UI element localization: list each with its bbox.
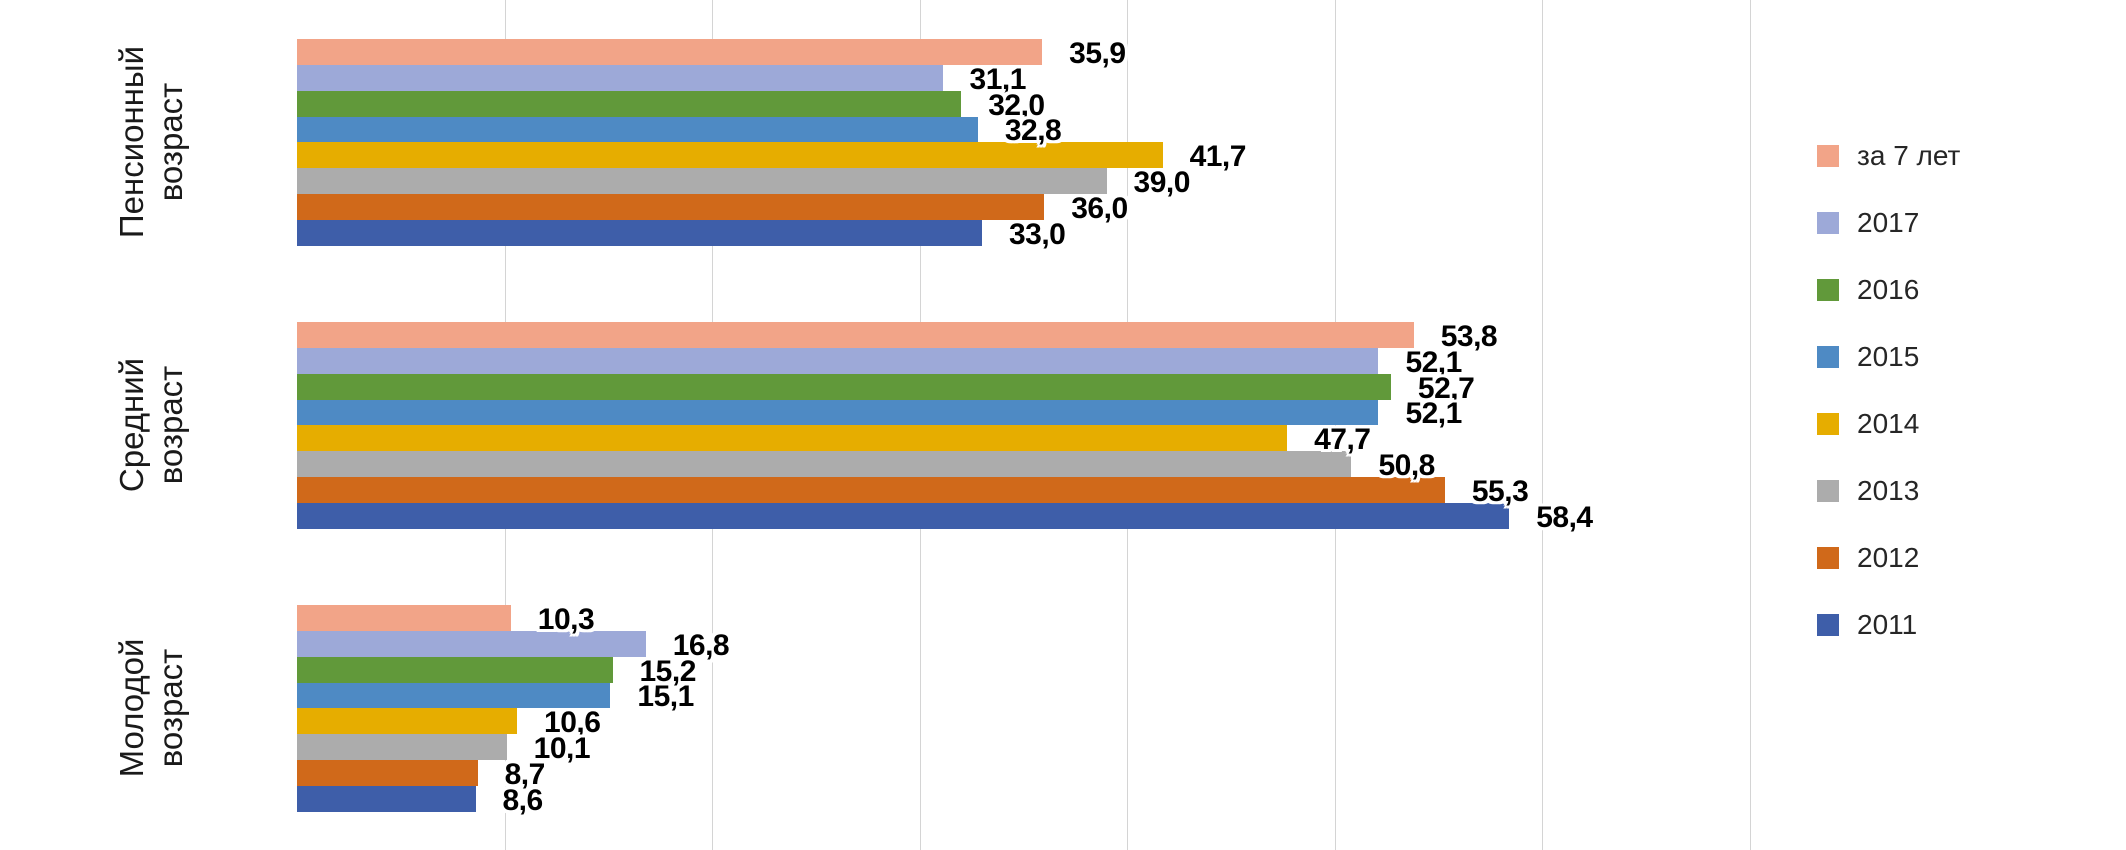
legend-swatch-icon	[1817, 212, 1839, 234]
legend-swatch-icon	[1817, 279, 1839, 301]
bar-2014-category-1	[297, 425, 1288, 452]
value-label-2016-category-0: 32,0	[988, 88, 1045, 122]
value-label-2014-category-0: 41,7	[1189, 140, 1247, 174]
value-label-2017-category-2: 16,8	[672, 628, 730, 662]
bar-за-7-лет-category-0	[297, 39, 1043, 65]
value-label-2011-category-2: 8,6	[502, 783, 544, 817]
value-label-2011-category-0: 33,0	[1008, 217, 1066, 251]
value-label-2014-category-1: 47,7	[1314, 423, 1371, 457]
bar-2016-category-2	[297, 656, 613, 683]
bar-2011-category-2	[297, 785, 476, 812]
value-label-2013-category-0: 39,0	[1133, 166, 1191, 200]
legend-label: 2013	[1857, 475, 1920, 506]
bar-2013-category-1	[297, 451, 1352, 478]
legend-swatch-icon	[1817, 413, 1839, 435]
value-label-2014-category-2: 10,6	[544, 706, 601, 740]
legend-label: за 7 лет	[1857, 140, 1961, 171]
bar-за-7-лет-category-2	[297, 605, 511, 631]
value-label-2013-category-1: 50,8	[1378, 449, 1435, 483]
bar-2014-category-0	[297, 142, 1163, 169]
legend-label: 2017	[1857, 207, 1920, 238]
bar-2012-category-2	[297, 760, 478, 786]
value-label-2013-category-2: 10,1	[533, 732, 591, 766]
legend-label: 2011	[1857, 609, 1918, 640]
legend-swatch-icon	[1817, 547, 1839, 569]
bar-2012-category-1	[297, 477, 1445, 503]
value-label-за-7-лет-category-0: 35,9	[1069, 36, 1126, 70]
value-label-2015-category-1: 52,1	[1405, 397, 1462, 431]
bar-2017-category-0	[297, 64, 943, 91]
bar-2016-category-0	[297, 90, 962, 117]
bar-2011-category-1	[297, 502, 1510, 529]
category-label-0: Пенсионный возраст	[113, 46, 189, 239]
bar-2014-category-2	[297, 708, 518, 735]
value-label-2016-category-2: 15,2	[639, 654, 697, 688]
legend-item-2015: 2015	[1817, 341, 1919, 373]
value-label-2016-category-1: 52,7	[1417, 371, 1475, 405]
legend-label: 2012	[1857, 542, 1920, 573]
legend-swatch-icon	[1817, 614, 1839, 636]
category-label-1: Средний возраст	[113, 358, 189, 493]
bar-2011-category-0	[297, 219, 982, 246]
legend-item-за-7-лет: за 7 лет	[1817, 140, 1960, 172]
legend-label: 2016	[1857, 274, 1920, 305]
legend-swatch-icon	[1817, 346, 1839, 368]
bar-2017-category-2	[297, 630, 646, 657]
bar-2013-category-0	[297, 168, 1107, 195]
bar-за-7-лет-category-1	[297, 322, 1414, 348]
value-label-2017-category-0: 31,1	[969, 62, 1027, 96]
legend-item-2011: 2011	[1817, 609, 1917, 641]
value-label-2015-category-0: 32,8	[1004, 114, 1062, 148]
value-label-2012-category-2: 8,7	[504, 758, 546, 792]
legend-item-2014: 2014	[1817, 408, 1919, 440]
bar-2012-category-0	[297, 194, 1045, 220]
bar-2016-category-1	[297, 373, 1391, 400]
value-label-2011-category-1: 58,4	[1536, 500, 1593, 534]
bar-2017-category-1	[297, 347, 1379, 374]
category-label-2: Молодой возраст	[113, 638, 189, 778]
legend-item-2017: 2017	[1817, 207, 1919, 239]
value-label-2012-category-1: 55,3	[1471, 475, 1529, 509]
value-label-за-7-лет-category-2: 10,3	[537, 602, 595, 636]
bar-2013-category-2	[297, 734, 507, 761]
legend-swatch-icon	[1817, 145, 1839, 167]
gridline-70	[1749, 0, 1751, 850]
legend-item-2013: 2013	[1817, 475, 1919, 507]
legend-label: 2015	[1857, 341, 1920, 372]
legend-swatch-icon	[1817, 480, 1839, 502]
value-label-за-7-лет-category-1: 53,8	[1440, 319, 1498, 353]
legend-item-2016: 2016	[1817, 274, 1919, 306]
value-label-2015-category-2: 15,1	[637, 680, 694, 714]
legend-item-2012: 2012	[1817, 542, 1919, 574]
value-label-2017-category-1: 52,1	[1405, 345, 1462, 379]
gridline-60	[1542, 0, 1544, 850]
bar-2015-category-0	[297, 116, 978, 143]
bar-2015-category-1	[297, 399, 1379, 426]
value-label-2012-category-0: 36,0	[1071, 192, 1128, 226]
bar-2015-category-2	[297, 682, 611, 709]
legend-label: 2014	[1857, 408, 1920, 439]
